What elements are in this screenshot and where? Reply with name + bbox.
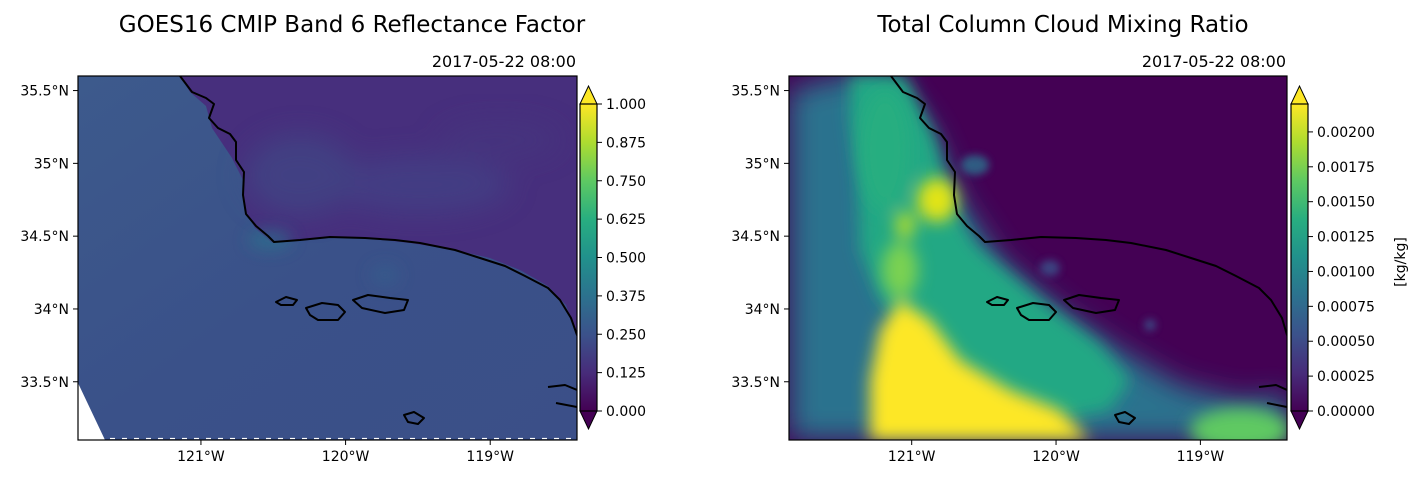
right-colorbar: 0.00000 0.00025 0.00050 0.00075 0.00100 0.001… xyxy=(1290,84,1409,431)
left-panel: GOES16 CMIP Band 6 Reflectance Factor 20… xyxy=(20,12,646,465)
left-map-area xyxy=(78,76,577,440)
left-island-2 xyxy=(305,302,346,321)
right-colorbar-frame xyxy=(1290,103,1309,412)
right-x-tick-label: 120°W xyxy=(1032,449,1080,465)
left-colorbar: 0.000 0.125 0.250 0.375 0.500 0.625 0.750 0.875… xyxy=(579,84,646,431)
right-y-tick-label: 34.5°N xyxy=(731,229,780,245)
left-y-tick-label: 35°N xyxy=(34,156,69,172)
left-colorbar-min-extend xyxy=(579,410,598,431)
right-cloud-wisps xyxy=(961,155,1156,331)
left-island-4 xyxy=(403,411,425,425)
left-y-axis: 33.5°N 34°N 34.5°N 35°N 35.5°N xyxy=(20,84,78,391)
left-colorbar-tick-label: 0.625 xyxy=(606,212,646,228)
right-y-tick-label: 35°N xyxy=(745,156,780,172)
left-x-tick-label: 120°W xyxy=(322,449,370,465)
right-coastline xyxy=(890,76,1287,336)
left-land-texture xyxy=(245,122,560,215)
right-x-axis: 121°W 120°W 119°W xyxy=(888,440,1224,465)
right-chart-subtitle: 2017-05-22 08:00 xyxy=(1142,52,1286,71)
left-y-tick-label: 33.5°N xyxy=(20,375,69,391)
left-x-tick-label: 119°W xyxy=(466,449,514,465)
right-map-area xyxy=(789,76,1287,440)
right-colorbar-tick-label: 0.00175 xyxy=(1317,160,1375,176)
right-colorbar-tick-label: 0.00075 xyxy=(1317,299,1375,315)
left-colorbar-tick-label: 0.875 xyxy=(606,135,646,151)
left-x-tick-label: 121°W xyxy=(177,449,225,465)
left-no-data-corner xyxy=(78,383,105,440)
right-x-tick-label: 119°W xyxy=(1177,449,1225,465)
left-colorbar-tick-label: 0.250 xyxy=(606,327,646,343)
right-colorbar-gradient xyxy=(1291,104,1308,411)
right-colorbar-tick-label: 0.00025 xyxy=(1317,369,1375,385)
left-colorbar-tick-label: 0.375 xyxy=(606,289,646,305)
right-island-3 xyxy=(1063,294,1120,314)
left-y-tick-label: 34.5°N xyxy=(20,229,69,245)
left-y-tick-label: 35.5°N xyxy=(20,84,69,100)
right-island-4 xyxy=(1114,411,1136,425)
left-channel-haze xyxy=(248,230,399,285)
right-island-5 xyxy=(1258,384,1287,408)
right-colorbar-ticks: 0.00000 0.00025 0.00050 0.00075 0.00100 0.001… xyxy=(1308,125,1375,420)
left-island-1 xyxy=(275,296,298,306)
right-chart-title: Total Column Cloud Mixing Ratio xyxy=(876,12,1248,38)
right-colorbar-tick-label: 0.00200 xyxy=(1317,125,1375,141)
left-island-3 xyxy=(352,294,409,314)
right-colorbar-tick-label: 0.00050 xyxy=(1317,334,1375,350)
right-colorbar-tick-label: 0.00100 xyxy=(1317,264,1375,280)
left-colorbar-tick-label: 0.125 xyxy=(606,366,646,382)
right-y-axis: 33.5°N 34°N 34.5°N 35°N 35.5°N xyxy=(731,84,789,391)
right-y-tick-label: 35.5°N xyxy=(731,84,780,100)
left-coastline xyxy=(179,76,577,336)
right-colorbar-max-extend xyxy=(1290,84,1309,105)
right-island-2 xyxy=(1016,302,1057,321)
left-colorbar-max-extend xyxy=(579,84,598,105)
right-colorbar-tick-label: 0.00125 xyxy=(1317,230,1375,246)
left-chart-title: GOES16 CMIP Band 6 Reflectance Factor xyxy=(119,12,586,38)
right-colorbar-label: [kg/kg] xyxy=(1393,237,1409,287)
right-panel: Total Column Cloud Mixing Ratio 2017-05-… xyxy=(731,12,1409,465)
left-chart-subtitle: 2017-05-22 08:00 xyxy=(432,52,576,71)
left-colorbar-tick-label: 0.500 xyxy=(606,251,646,267)
right-colorbar-tick-label: 0.00150 xyxy=(1317,195,1375,211)
right-colorbar-min-extend xyxy=(1290,410,1309,431)
right-y-tick-label: 34°N xyxy=(745,302,780,318)
left-map-frame xyxy=(77,75,578,441)
left-x-axis: 121°W 120°W 119°W xyxy=(177,440,514,465)
left-colorbar-ticks: 0.000 0.125 0.250 0.375 0.500 0.625 0.750 0.875… xyxy=(597,97,646,420)
left-colorbar-tick-label: 0.750 xyxy=(606,174,646,190)
left-colorbar-gradient xyxy=(580,104,597,411)
right-colorbar-tick-label: 0.00000 xyxy=(1317,404,1375,420)
right-island-1 xyxy=(986,296,1009,306)
left-y-tick-label: 34°N xyxy=(34,302,69,318)
right-cloud-band-high xyxy=(860,90,1090,440)
left-colorbar-tick-label: 1.000 xyxy=(606,97,646,113)
left-colorbar-tick-label: 0.000 xyxy=(606,404,646,420)
right-y-tick-label: 33.5°N xyxy=(731,375,780,391)
left-island-5 xyxy=(547,384,577,408)
right-x-tick-label: 121°W xyxy=(888,449,936,465)
right-map-frame xyxy=(788,75,1288,441)
